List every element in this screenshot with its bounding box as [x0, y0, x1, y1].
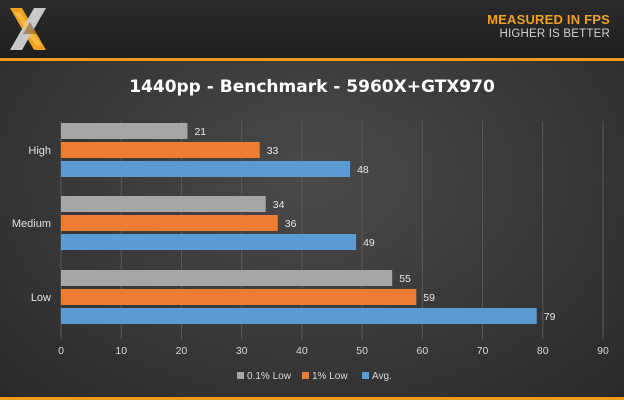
category-labels: High Medium Low: [12, 145, 51, 304]
data-label: 36: [285, 218, 297, 230]
legend: 0.1% Low 1% Low Avg.: [237, 371, 392, 382]
measured-in-fps-label: MEASURED IN FPS: [487, 12, 610, 27]
higher-is-better-label: HIGHER IS BETTER: [499, 28, 610, 40]
data-label: 79: [544, 311, 556, 323]
header-bar: MEASURED IN FPS HIGHER IS BETTER: [0, 0, 624, 58]
legend-label: 1% Low: [312, 371, 348, 382]
legend-label: Avg.: [372, 371, 392, 382]
legend-swatch: [362, 372, 369, 379]
x-tick-label: 90: [597, 345, 609, 357]
x-tick-label: 40: [296, 345, 308, 357]
data-label: 21: [194, 126, 206, 138]
data-label: 48: [357, 164, 369, 176]
bar: [61, 215, 278, 231]
bar: [61, 161, 351, 177]
data-label: 49: [363, 237, 375, 249]
category-label: Medium: [12, 218, 51, 230]
data-label: 55: [399, 273, 411, 285]
bar: [61, 196, 266, 212]
x-tick-label: 0: [58, 345, 64, 357]
x-tick-label: 30: [236, 345, 248, 357]
data-label: 33: [267, 145, 279, 157]
bar: [61, 289, 417, 305]
data-label: 59: [423, 292, 435, 304]
x-tick-label: 50: [356, 345, 368, 357]
bar: [61, 142, 260, 158]
x-logo-icon: [10, 8, 46, 50]
footer-divider: [0, 397, 624, 400]
x-tick-label: 70: [477, 345, 489, 357]
data-label: 34: [273, 199, 285, 211]
category-label: Low: [31, 292, 51, 304]
x-tick-label: 20: [176, 345, 188, 357]
x-tick-label: 80: [537, 345, 549, 357]
x-axis-ticks: 0 10 20 30 40 50 60 70 80 90: [58, 345, 609, 357]
bar: [61, 270, 393, 286]
bar: [61, 308, 537, 324]
benchmark-chart: 1440pp - Benchmark - 5960X+GTX970 0 10 20 3…: [12, 77, 609, 382]
bar: [61, 234, 357, 250]
legend-swatch: [302, 372, 309, 379]
legend-swatch: [237, 372, 244, 379]
header-divider: [0, 58, 624, 61]
chart-title: 1440pp - Benchmark - 5960X+GTX970: [129, 77, 495, 97]
x-tick-label: 60: [416, 345, 428, 357]
category-label: High: [28, 145, 51, 157]
legend-label: 0.1% Low: [247, 371, 292, 382]
bar: [61, 123, 188, 139]
x-tick-label: 10: [115, 345, 127, 357]
